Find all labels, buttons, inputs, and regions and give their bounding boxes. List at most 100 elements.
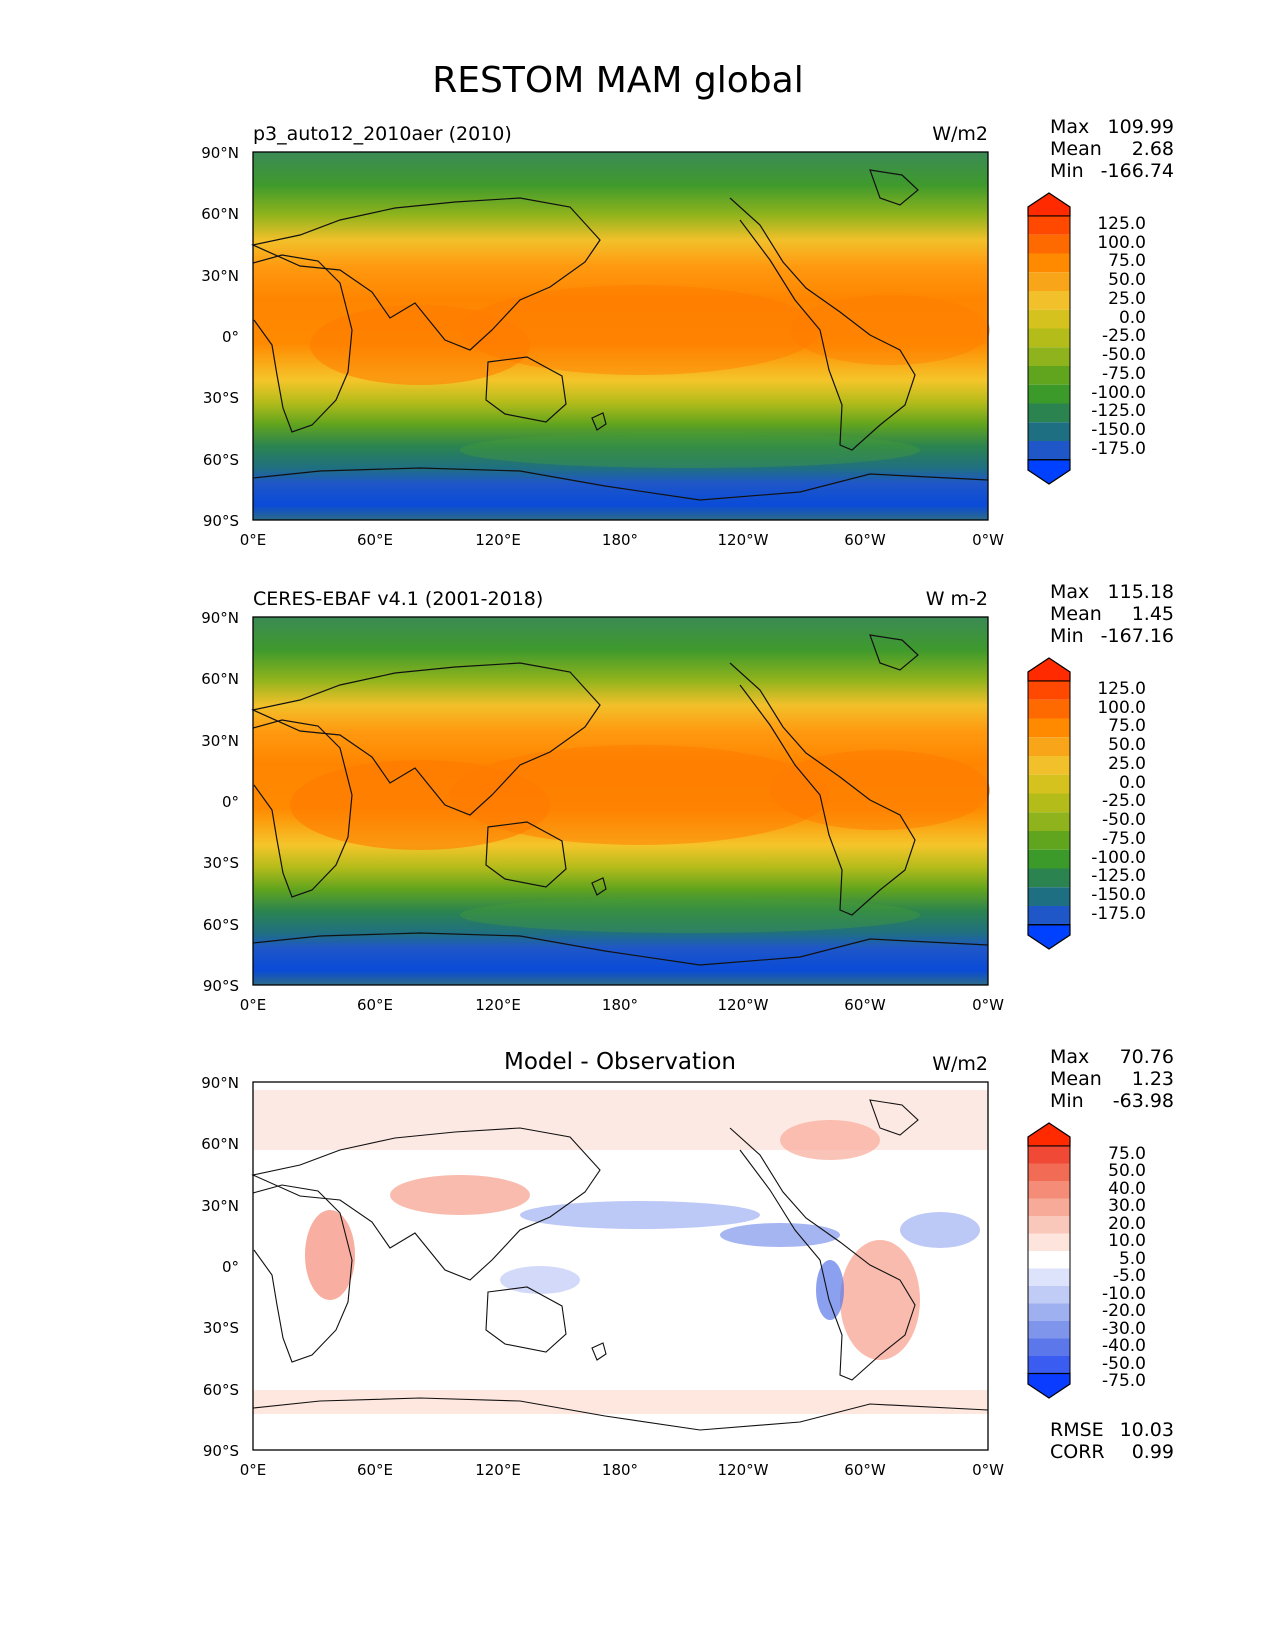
lat-axis: 90°N 60°N 30°N 0° 30°S 60°S 90°S — [201, 609, 239, 995]
lon-tick-label: 60°W — [844, 531, 886, 549]
colorbar-label: -125.0 — [1091, 866, 1146, 886]
colorbar-segment — [1028, 422, 1070, 441]
colorbar-segment — [1028, 1338, 1070, 1356]
lat-tick-label: 30°N — [201, 1197, 239, 1215]
colorbar-segment — [1028, 887, 1070, 906]
colorbar-segment — [1028, 1303, 1070, 1321]
colorbar-top-arrow — [1027, 192, 1071, 217]
colorbar-segment — [1028, 699, 1070, 719]
colorbar-segment — [1028, 1286, 1070, 1304]
colorbar-label: -5.0 — [1113, 1266, 1146, 1286]
colorbar-label: 75.0 — [1108, 716, 1146, 736]
stat-mean-label: Mean — [1050, 138, 1102, 160]
colorbar-label: 10.0 — [1108, 1231, 1146, 1251]
panel-left-title: CERES-EBAF v4.1 (2001-2018) — [253, 588, 543, 610]
lon-tick-label: 180° — [602, 996, 638, 1014]
colorbar-bottom-arrow — [1027, 924, 1071, 950]
colorbar-segment — [1028, 1233, 1070, 1251]
colorbar-segment — [1028, 1146, 1070, 1164]
colorbar-segment — [1028, 681, 1070, 700]
colorbar-label: -150.0 — [1091, 885, 1146, 905]
lat-tick-label: 0° — [222, 328, 239, 346]
lon-axis: 0°E 60°E 120°E 180° 120°W 60°W 0°W — [240, 996, 1004, 1014]
colorbar-segment — [1028, 441, 1070, 460]
stat-min-value: -167.16 — [1101, 625, 1174, 647]
colorbar-label: 5.0 — [1119, 1249, 1146, 1269]
lat-tick-label: 30°S — [203, 854, 239, 872]
lon-tick-label: 120°E — [475, 1461, 521, 1479]
stat-max-value: 115.18 — [1108, 581, 1174, 603]
colorbar-label: -100.0 — [1091, 848, 1146, 868]
colorbar-label: -75.0 — [1102, 829, 1146, 849]
lon-tick-label: 0°E — [240, 531, 267, 549]
lat-tick-label: 90°N — [201, 144, 239, 162]
colorbar-segment — [1028, 774, 1070, 794]
colorbar-label: -175.0 — [1091, 439, 1146, 459]
lat-tick-label: 60°S — [203, 916, 239, 934]
colorbar-segment — [1028, 868, 1070, 888]
panel-units: W m-2 — [926, 588, 988, 610]
stat-min-label: Min — [1050, 625, 1084, 647]
lat-tick-label: 30°S — [203, 389, 239, 407]
stat-mean-value: 1.45 — [1132, 603, 1174, 625]
colorbar: 125.0 100.0 75.0 50.0 25.0 0.0 -25.0 -50… — [1027, 657, 1146, 950]
colorbar-segment — [1028, 718, 1070, 738]
map-plot — [251, 616, 990, 986]
lon-tick-label: 180° — [602, 531, 638, 549]
colorbar-bottom-arrow — [1027, 1372, 1071, 1399]
colorbar-segment — [1028, 291, 1070, 310]
lon-tick-label: 180° — [602, 1461, 638, 1479]
panel-units: W/m2 — [932, 123, 988, 145]
colorbar-label: 125.0 — [1097, 679, 1146, 699]
colorbar-top-arrow — [1027, 657, 1071, 682]
stat-corr-label: CORR — [1050, 1441, 1105, 1463]
lat-tick-label: 0° — [222, 1258, 239, 1276]
stat-max-label: Max — [1050, 116, 1089, 138]
colorbar-label: -50.0 — [1102, 1354, 1146, 1374]
colorbar-label: 100.0 — [1097, 698, 1146, 718]
stats-block: Max 115.18 Mean 1.45 Min -167.16 — [1050, 581, 1174, 647]
map-plot — [251, 151, 990, 521]
colorbar-label: -150.0 — [1091, 420, 1146, 440]
panel-units: W/m2 — [932, 1053, 988, 1075]
map-plot — [251, 1081, 989, 1451]
colorbar-segment — [1028, 1268, 1070, 1286]
lon-tick-label: 0°E — [240, 996, 267, 1014]
lon-tick-label: 0°E — [240, 1461, 267, 1479]
colorbar-label: -175.0 — [1091, 904, 1146, 924]
stat-max-value: 70.76 — [1120, 1046, 1174, 1068]
panel-model: p3_auto12_2010aer (2010) W/m2 90°N 60°N … — [201, 116, 1174, 549]
colorbar-label: -50.0 — [1102, 810, 1146, 830]
colorbar-label: -40.0 — [1102, 1336, 1146, 1356]
colorbar-label: -25.0 — [1102, 326, 1146, 346]
colorbar-segment — [1028, 1356, 1070, 1374]
colorbar-segment — [1028, 737, 1070, 756]
stat-rmse-label: RMSE — [1050, 1419, 1104, 1441]
colorbar-label: 25.0 — [1108, 289, 1146, 309]
lon-axis: 0°E 60°E 120°E 180° 120°W 60°W 0°W — [240, 531, 1004, 549]
colorbar-segment — [1028, 1216, 1070, 1234]
colorbar-segment — [1028, 253, 1070, 273]
lon-tick-label: 120°E — [475, 996, 521, 1014]
colorbar-segment — [1028, 831, 1070, 850]
lon-tick-label: 0°W — [972, 531, 1004, 549]
colorbar-segment — [1028, 1251, 1070, 1269]
lat-tick-label: 30°N — [201, 732, 239, 750]
colorbar-label: -125.0 — [1091, 401, 1146, 421]
colorbar-label: 30.0 — [1108, 1196, 1146, 1216]
lat-axis: 90°N 60°N 30°N 0° 30°S 60°S 90°S — [201, 144, 239, 530]
stats-block: Max 109.99 Mean 2.68 Min -166.74 — [1050, 116, 1174, 182]
colorbar-label: -75.0 — [1102, 1371, 1146, 1391]
colorbar-label: -10.0 — [1102, 1284, 1146, 1304]
colorbar-label: 0.0 — [1119, 308, 1146, 328]
colorbar-top-arrow — [1027, 1122, 1071, 1147]
colorbar-segment — [1028, 793, 1070, 813]
colorbar-label: 125.0 — [1097, 214, 1146, 234]
colorbar-label: -25.0 — [1102, 791, 1146, 811]
lat-tick-label: 60°S — [203, 451, 239, 469]
colorbar-segment — [1028, 328, 1070, 348]
lat-axis: 90°N 60°N 30°N 0° 30°S 60°S 90°S — [201, 1074, 239, 1460]
stat-min-value: -166.74 — [1101, 160, 1174, 182]
colorbar-label: 20.0 — [1108, 1214, 1146, 1234]
lon-tick-label: 60°W — [844, 1461, 886, 1479]
